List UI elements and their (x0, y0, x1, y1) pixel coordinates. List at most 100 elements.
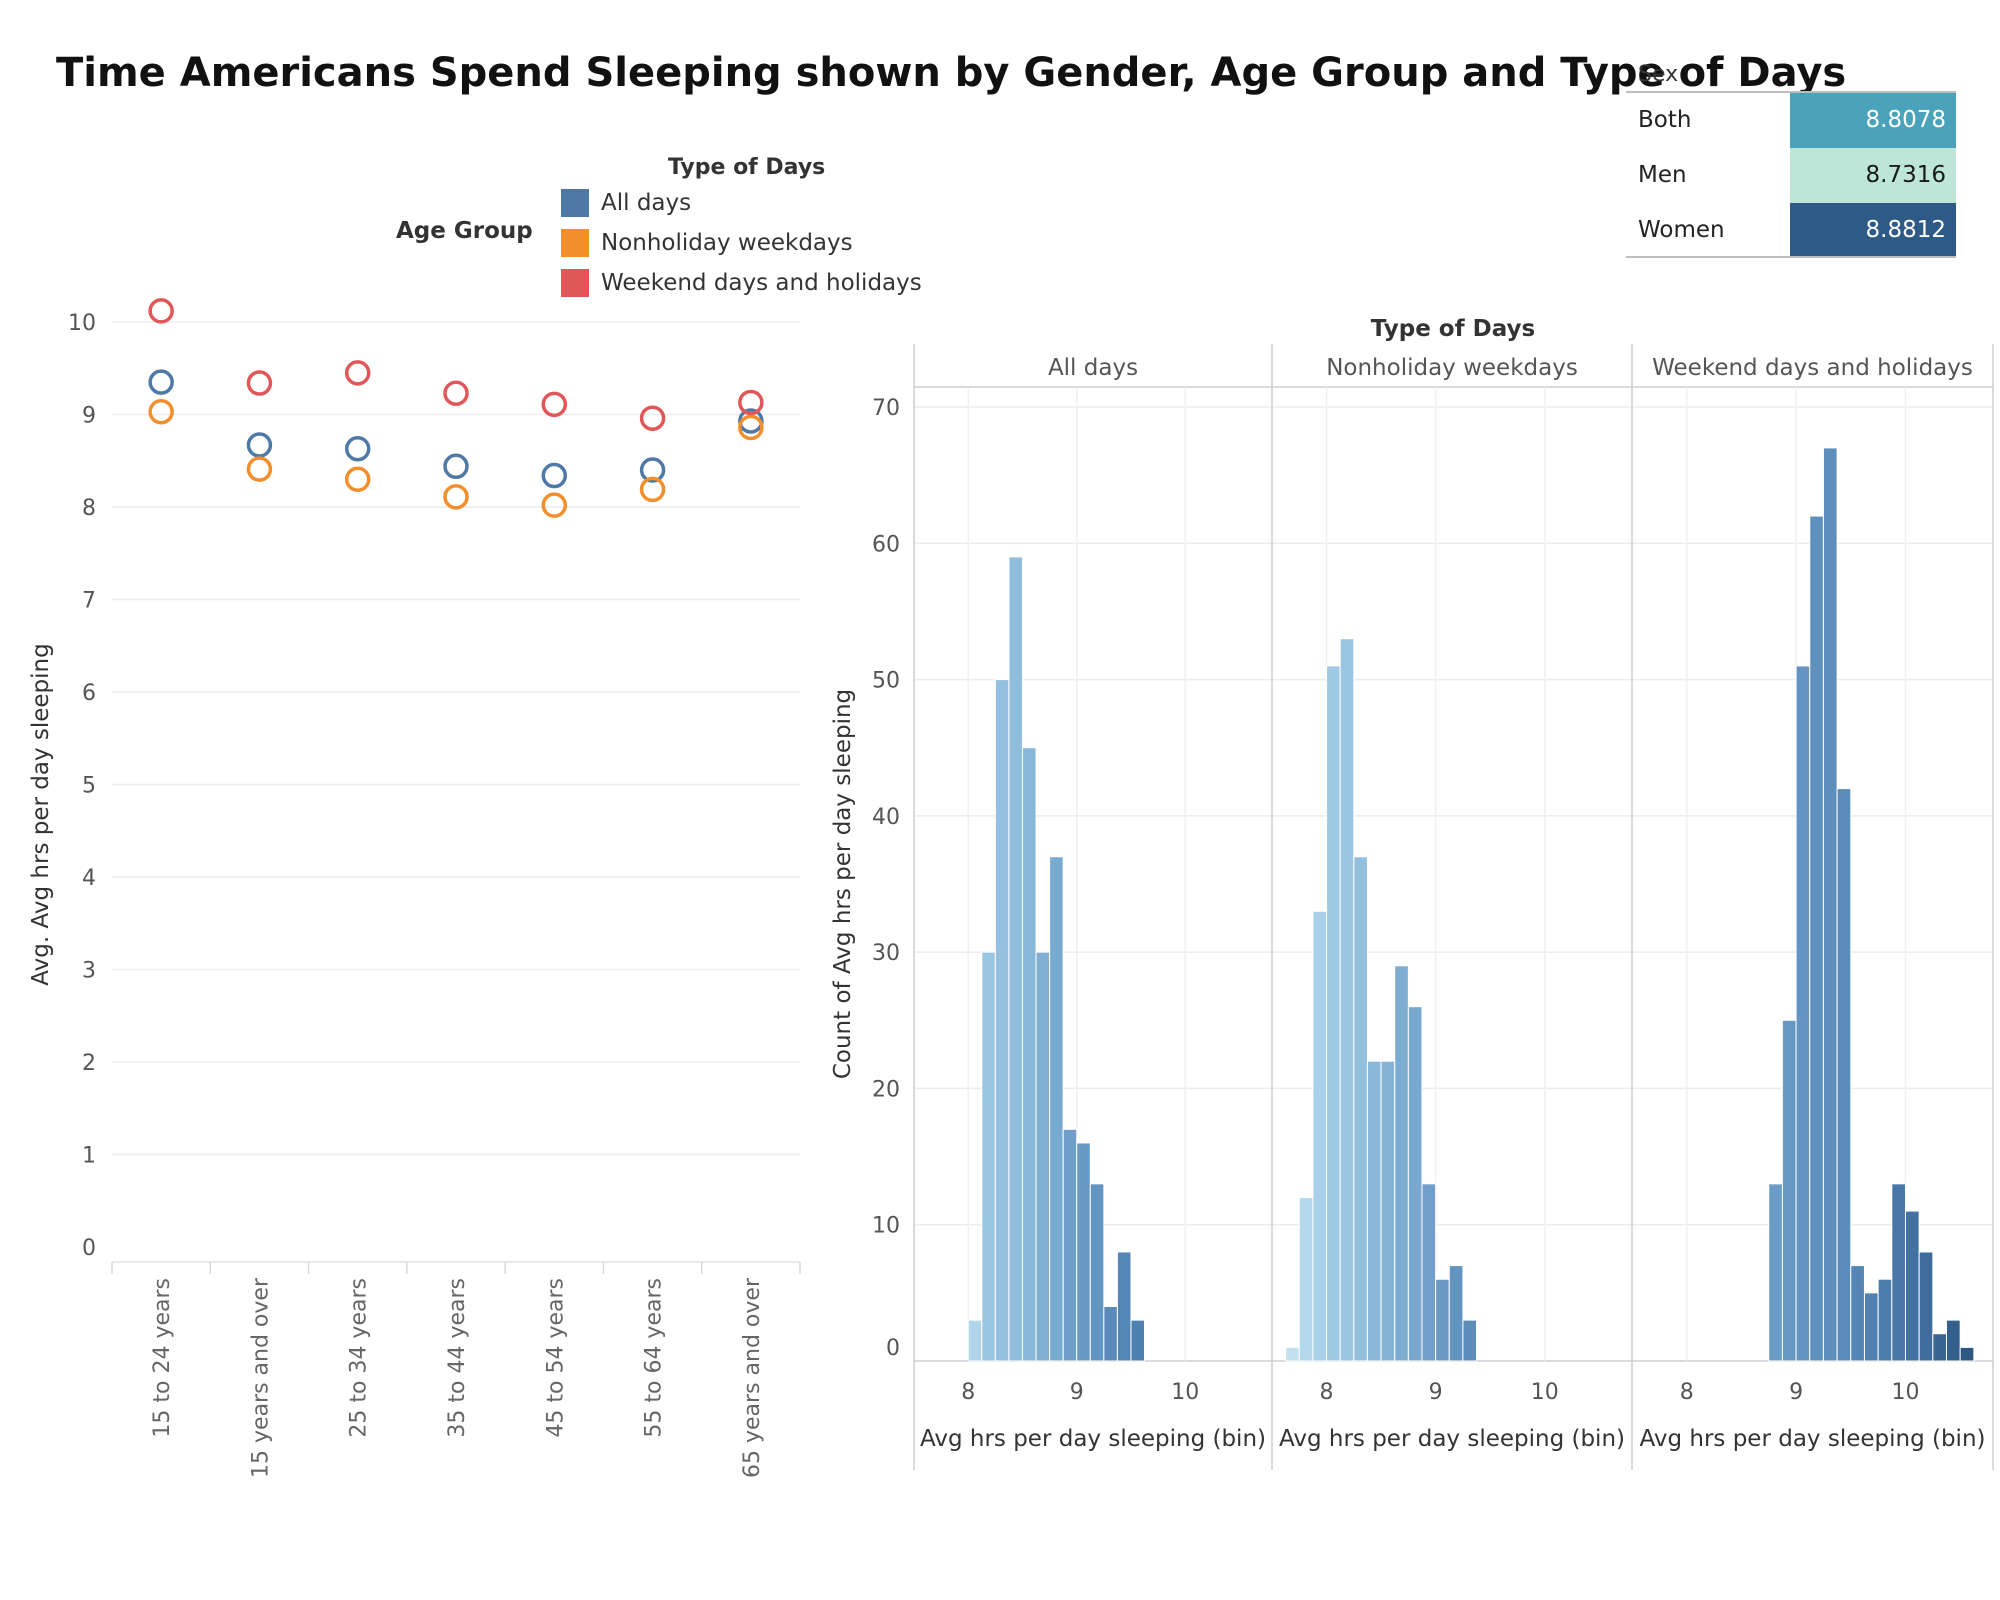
histogram-bar (1904, 1210, 1920, 1362)
x-tick-label: 10 (1891, 1380, 1919, 1405)
y-tick-label: 8 (82, 496, 96, 521)
data-point (246, 432, 273, 458)
histogram-bar (1076, 1142, 1091, 1362)
x-axis-title: Avg hrs per day sleeping (bin) (920, 1426, 1266, 1452)
data-point (738, 414, 764, 441)
histogram-bar (1918, 1251, 1934, 1362)
x-tick-label: 9 (1789, 1380, 1803, 1405)
legend-swatch (561, 189, 589, 217)
data-point (148, 298, 174, 324)
histogram-header-title: Type of Days (1371, 316, 1535, 342)
data-point (738, 408, 764, 434)
histogram-bar (1891, 1183, 1906, 1362)
data-point (344, 466, 371, 492)
y-tick-label: 2 (82, 1051, 96, 1076)
histogram-bar (1062, 1128, 1078, 1362)
sex-value: 8.8078 (1790, 93, 1956, 148)
y-tick-label: 3 (82, 959, 96, 984)
age-group-chart-title: Age Group (396, 218, 533, 244)
data-point (148, 369, 174, 395)
histogram-bar (967, 1319, 983, 1362)
sex-row-both[interactable]: Both 8.8078 (1626, 93, 1956, 148)
histogram-bar (1285, 1346, 1300, 1362)
sex-table-header: Sex (1638, 62, 1679, 87)
sex-value: 8.8812 (1790, 203, 1956, 258)
histogram-bar (1312, 910, 1328, 1362)
legend-label: All days (601, 190, 692, 216)
x-axis-title: Avg hrs per day sleeping (bin) (1279, 1426, 1625, 1452)
sex-value: 8.7316 (1790, 148, 1956, 203)
x-tick-label: 10 (1171, 1380, 1199, 1405)
y-tick-label: 70 (872, 396, 900, 421)
sex-row-women[interactable]: Women 8.8812 (1626, 203, 1956, 258)
x-tick-label: 9 (1070, 1380, 1084, 1405)
x-tick-label: 8 (1320, 1380, 1334, 1405)
legend-swatch (561, 269, 589, 297)
sex-row-men[interactable]: Men 8.7316 (1626, 148, 1956, 203)
data-point (738, 389, 764, 416)
data-point (344, 360, 371, 386)
legend-title: Type of Days (668, 155, 826, 180)
y-tick-label: 50 (872, 669, 900, 694)
sex-table-header-rule (1626, 91, 1956, 93)
dashboard-title: Time Americans Spend Sleeping shown by G… (56, 50, 1847, 96)
panel-header-2: Weekend days and holidays (1652, 355, 1973, 381)
y-tick-label: 7 (82, 589, 96, 614)
histogram-bar (1768, 1183, 1783, 1362)
histogram-bar (1435, 1278, 1450, 1362)
histogram-bar (1959, 1346, 1975, 1362)
histogram-bar (981, 951, 996, 1362)
data-point (639, 405, 666, 431)
x-tick-label: 45 to 54 years (543, 1278, 568, 1438)
data-point (443, 380, 469, 406)
histogram-bar (1836, 788, 1852, 1362)
y-tick-label: 0 (82, 1236, 96, 1261)
y-axis-title: Count of Avg hrs per day sleeping (830, 689, 856, 1079)
x-tick-label: 25 to 34 years (347, 1278, 372, 1438)
y-tick-label: 6 (82, 681, 96, 706)
legend-label: Nonholiday weekdays (601, 230, 853, 256)
histogram-bar (1366, 1060, 1382, 1362)
sex-label: Men (1638, 162, 1687, 188)
x-tick-label: 9 (1429, 1380, 1443, 1405)
histogram-bar (1809, 515, 1824, 1362)
data-point (443, 453, 469, 480)
y-tick-label: 20 (872, 1077, 900, 1102)
y-tick-label: 1 (82, 1144, 96, 1169)
y-tick-label: 10 (872, 1214, 900, 1239)
histogram-bar (1130, 1319, 1146, 1362)
x-tick-label: 8 (1680, 1380, 1694, 1405)
data-point (246, 456, 273, 482)
y-tick-label: 0 (886, 1336, 900, 1361)
x-tick-label: 8 (961, 1380, 975, 1405)
histogram-bar (1089, 1183, 1105, 1362)
histogram-bar (1421, 1183, 1437, 1362)
x-axis-title: Avg hrs per day sleeping (bin) (1639, 1426, 1985, 1452)
data-point (148, 398, 174, 425)
histogram-bar (1116, 1251, 1132, 1362)
data-point (541, 391, 568, 418)
histogram-bar (1021, 747, 1037, 1362)
histogram-bar (1035, 951, 1051, 1362)
histogram-bar (1462, 1319, 1478, 1362)
histogram-bar (1850, 1265, 1865, 1362)
data-point (443, 484, 469, 510)
histogram-bar (1407, 1006, 1423, 1362)
histogram-bar (1380, 1060, 1396, 1362)
histogram-bar (1049, 856, 1064, 1362)
histogram-bar (1103, 1305, 1118, 1362)
histogram-bar (1353, 856, 1368, 1362)
data-point (541, 462, 568, 489)
histogram-bar (1822, 447, 1838, 1362)
histogram-bar (1946, 1319, 1961, 1362)
histogram-bar (1339, 638, 1355, 1362)
x-tick-label: 15 years and over (248, 1277, 273, 1478)
y-tick-label: 5 (82, 774, 96, 799)
legend-label: Weekend days and holidays (601, 270, 922, 296)
x-tick-label: 15 to 24 years (150, 1278, 175, 1438)
x-tick-label: 65 years and over (740, 1277, 765, 1478)
y-tick-label: 10 (68, 311, 96, 336)
y-tick-label: 4 (82, 866, 96, 891)
data-point (639, 457, 666, 483)
